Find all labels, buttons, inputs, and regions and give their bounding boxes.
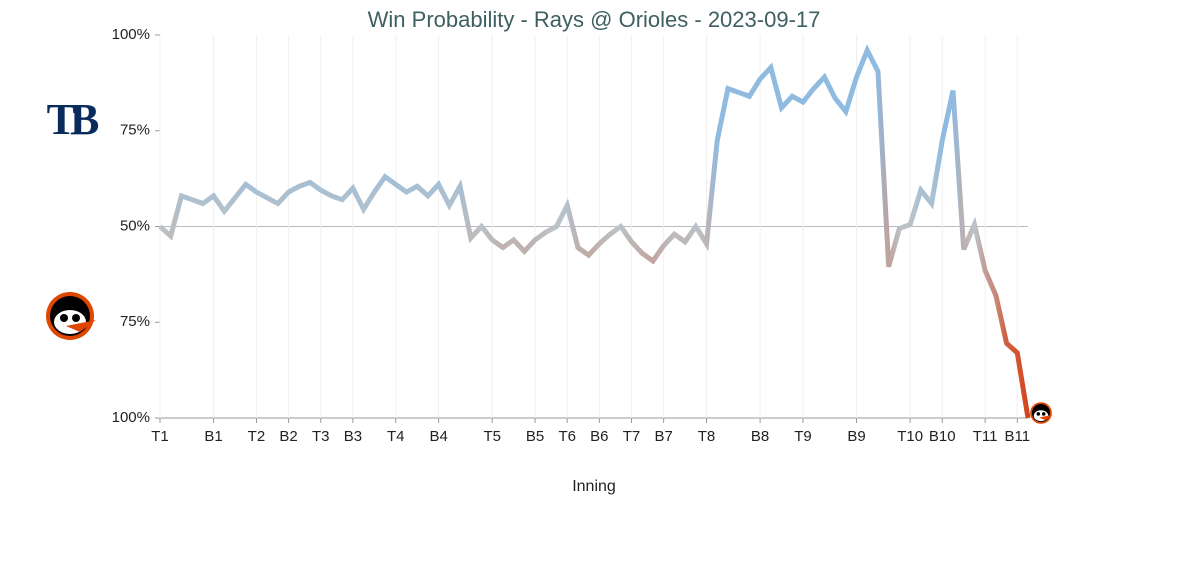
x-tick-label: T10 (897, 428, 923, 445)
x-tick-label: B5 (526, 428, 544, 445)
x-tick-label: T8 (698, 428, 716, 445)
x-tick-label: B4 (429, 428, 447, 445)
x-axis-label: Inning (572, 478, 616, 495)
y-tick-label: 50% (120, 217, 150, 234)
x-tick-label: B1 (204, 428, 222, 445)
x-tick-label: T11 (973, 428, 998, 445)
chart-title: Win Probability - Rays @ Orioles - 2023-… (368, 7, 821, 32)
x-tick-label: T9 (794, 428, 812, 445)
x-tick-label: T7 (623, 428, 641, 445)
rays-logo: TB (47, 95, 99, 144)
x-tick-label: B11 (1004, 428, 1030, 445)
x-tick-label: T3 (312, 428, 330, 445)
y-tick-label: 75% (120, 122, 150, 139)
y-tick-label: 75% (120, 313, 150, 330)
x-tick-label: B2 (279, 428, 297, 445)
x-tick-label: B7 (654, 428, 672, 445)
x-tick-label: B3 (344, 428, 362, 445)
x-tick-label: T6 (558, 428, 576, 445)
orioles-logo-end (1030, 402, 1053, 424)
x-tick-label: B10 (929, 428, 956, 445)
y-tick-label: 100% (112, 26, 150, 43)
x-tick-label: T5 (483, 428, 501, 445)
x-tick-label: B9 (847, 428, 865, 445)
x-tick-label: B8 (751, 428, 769, 445)
x-tick-label: T4 (387, 428, 405, 445)
x-tick-label: B6 (590, 428, 608, 445)
y-tick-label: 100% (112, 409, 150, 426)
orioles-logo (46, 292, 96, 340)
x-tick-label: T2 (248, 428, 266, 445)
x-tick-label: T1 (151, 428, 169, 445)
win-probability-line (158, 44, 1031, 419)
